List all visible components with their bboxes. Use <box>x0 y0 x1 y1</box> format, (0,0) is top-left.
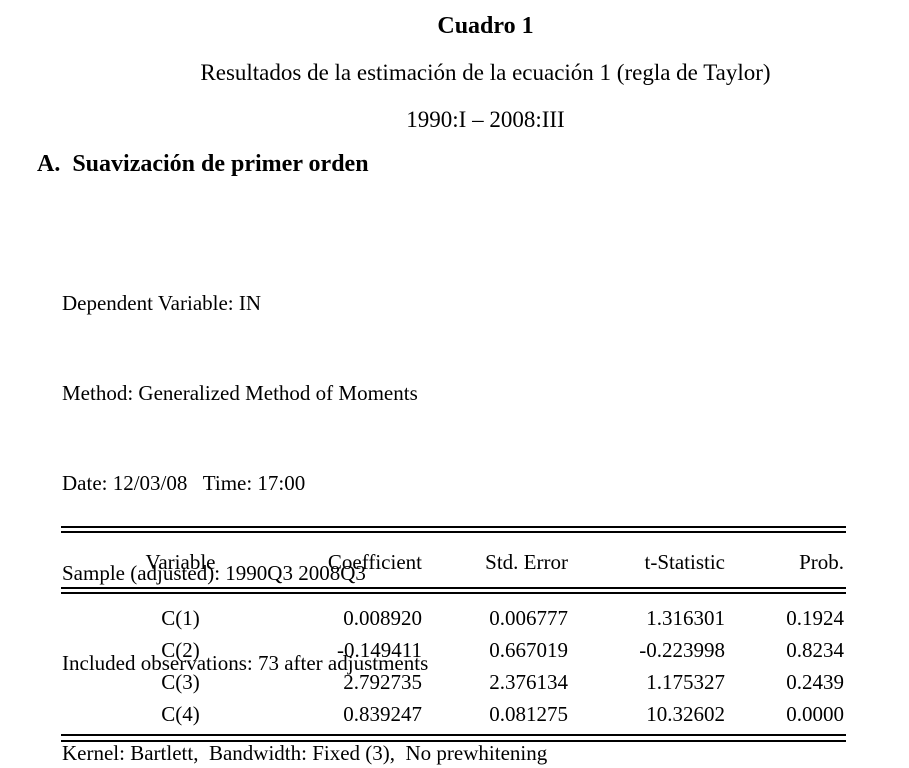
info-line-observations: Included observations: 73 after adjustme… <box>62 651 429 675</box>
cell-prob: 0.1924 <box>786 606 844 630</box>
table-title: Cuadro 1 <box>437 13 534 39</box>
table-row: C(1) 0.008920 0.006777 1.316301 0.1924 <box>61 602 846 634</box>
info-line-kernel: Kernel: Bartlett, Bandwidth: Fixed (3), … <box>62 741 548 765</box>
estimation-info-block: Dependent Variable: IN Method: Generaliz… <box>62 228 899 768</box>
table-header-rule <box>61 587 846 594</box>
section-heading: A. Suavización de primer orden <box>37 151 369 177</box>
cell-t-statistic: 1.316301 <box>646 606 725 630</box>
col-header-coefficient: Coefficient <box>327 550 422 574</box>
table-subtitle: Resultados de la estimación de la ecuaci… <box>200 60 771 85</box>
sample-period: 1990:I – 2008:III <box>406 107 565 132</box>
cell-variable: C(1) <box>161 606 200 630</box>
table-top-rule <box>61 526 846 533</box>
cell-variable: C(2) <box>161 638 200 662</box>
table-body: C(1) 0.008920 0.006777 1.316301 0.1924 C… <box>61 594 846 734</box>
cell-coefficient: 0.008920 <box>343 606 422 630</box>
cell-variable: C(4) <box>161 702 200 726</box>
title-block: Cuadro 1 Resultados de la estimación de … <box>62 12 909 134</box>
cell-std-error: 2.376134 <box>489 670 568 694</box>
info-line-date-time: Date: 12/03/08 Time: 17:00 <box>62 471 306 495</box>
col-header-t-statistic: t-Statistic <box>644 550 726 574</box>
cell-std-error: 0.667019 <box>489 638 568 662</box>
cell-t-statistic: -0.223998 <box>639 638 725 662</box>
cell-t-statistic: 1.175327 <box>646 670 725 694</box>
table-row: C(3) 2.792735 2.376134 1.175327 0.2439 <box>61 666 846 698</box>
info-line-dependent-variable: Dependent Variable: IN <box>62 291 262 315</box>
info-line-method: Method: Generalized Method of Moments <box>62 381 418 405</box>
cell-std-error: 0.081275 <box>489 702 568 726</box>
table-bottom-rule <box>61 734 846 742</box>
cell-prob: 0.2439 <box>786 670 844 694</box>
col-header-prob: Prob. <box>799 550 844 574</box>
cell-t-statistic: 10.32602 <box>646 702 725 726</box>
cell-coefficient: -0.149411 <box>337 638 422 662</box>
results-table: Variable Coefficient Std. Error t-Statis… <box>61 526 846 742</box>
cell-std-error: 0.006777 <box>489 606 568 630</box>
cell-coefficient: 0.839247 <box>343 702 422 726</box>
table-row: C(4) 0.839247 0.081275 10.32602 0.0000 <box>61 698 846 730</box>
col-header-variable: Variable <box>145 550 216 574</box>
cell-prob: 0.8234 <box>786 638 844 662</box>
info-line-sample: Sample (adjusted): 1990Q3 2008Q3 <box>62 561 366 585</box>
col-header-std-error: Std. Error <box>485 550 568 574</box>
cell-coefficient: 2.792735 <box>343 670 422 694</box>
cell-prob: 0.0000 <box>786 702 844 726</box>
table-row: C(2) -0.149411 0.667019 -0.223998 0.8234 <box>61 634 846 666</box>
table-header-row: Variable Coefficient Std. Error t-Statis… <box>61 533 846 587</box>
cell-variable: C(3) <box>161 670 200 694</box>
